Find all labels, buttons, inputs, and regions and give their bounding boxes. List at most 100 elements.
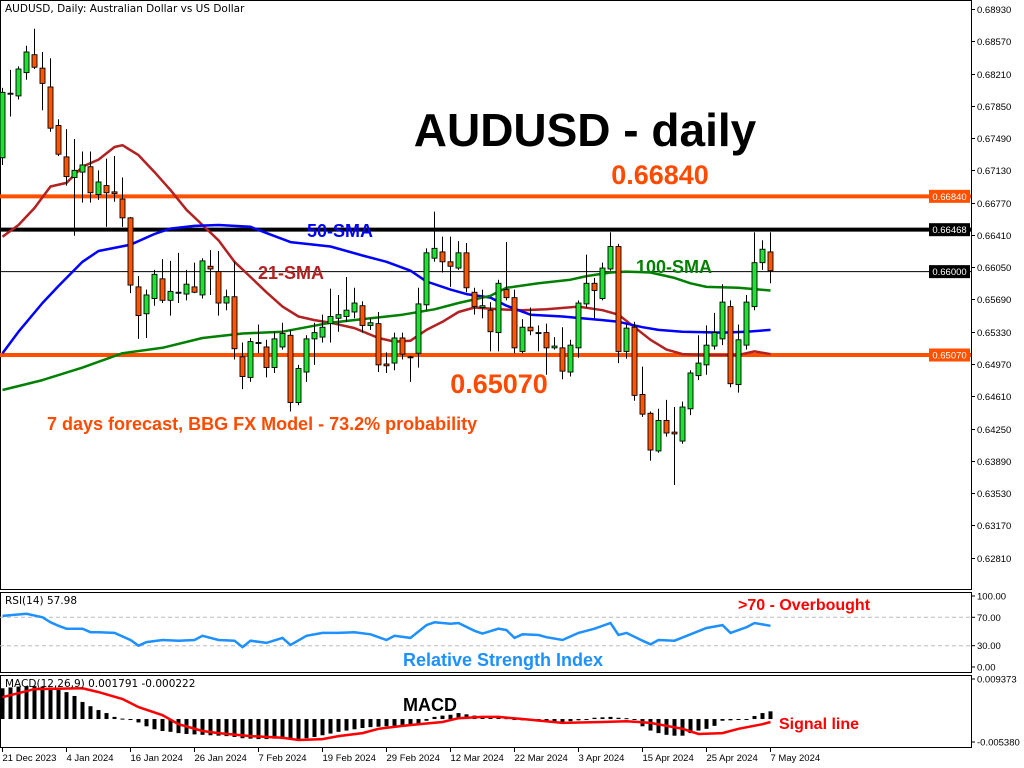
candle-body-bear [55,125,62,155]
candle-body-bull [319,326,326,338]
candle-body-bull [143,294,150,315]
support-annotation: 0.65070 [450,369,548,399]
macd-histogram-bar [64,692,69,720]
macd-histogram-bar [72,695,77,720]
candle [535,325,542,352]
candle [591,277,598,319]
time-tick-label: 29 Feb 2024 [387,753,440,764]
macd-histogram-bar [24,686,29,720]
macd-histogram-bar [600,717,605,720]
macd-histogram-bar [112,716,117,720]
macd-histogram-bar [32,686,37,720]
macd-histogram-bar [648,719,653,731]
candle [79,151,86,203]
candle [751,232,758,311]
time-tick-label: 21 Dec 2023 [3,753,57,764]
price-tick-label: 0.64970 [977,360,1011,371]
candle [311,322,318,365]
candle-body-bear [647,412,654,451]
candle-body-bull [183,283,190,295]
candle-body-bear [407,356,414,359]
time-tick-label: 26 Jan 2024 [195,753,247,764]
candle-body-bull [583,282,590,305]
candle-body-bull [351,302,358,313]
candle [711,312,718,350]
candle-body-bull [279,333,286,348]
macd-histogram-bar [440,715,445,720]
candle-body-bear [287,334,294,403]
macd-histogram-bar [88,706,93,720]
macd-histogram-bar [384,719,389,727]
rsi-tick-label: 70.00 [977,613,1001,624]
price-tick-label: 0.66050 [977,263,1011,274]
candle-body-bear [671,431,678,435]
candle-body-bull [575,302,582,349]
candle [111,155,118,202]
candle [295,364,302,406]
ma-line-50-sma [1,223,771,354]
macd-histogram-bar [224,719,229,737]
candle [735,324,742,393]
candle [439,236,446,273]
price-tick-label: 0.63530 [977,489,1011,500]
candle-body-bear [615,246,622,352]
candle-body-bear [447,261,454,267]
macd-histogram-bar [128,719,133,721]
macd-histogram-bar [712,719,717,726]
candle-body-bull [719,301,726,340]
macd-histogram-bar [192,719,197,735]
main-title-annotation: AUDUSD - daily [414,104,757,156]
candle [527,307,534,336]
candle [727,300,734,388]
candle [335,294,342,332]
macd-histogram-bar [40,686,45,720]
candle [255,324,262,354]
macd-histogram-bar [728,719,733,721]
candle-body-bull [567,344,574,373]
time-axis: 21 Dec 2023 4 Jan 2024 16 Jan 2024 26 Jan 2… [2,748,820,764]
candle [327,288,334,343]
rsi-tick-label: 30.00 [977,641,1001,652]
candle-body-bear [399,337,406,355]
price-tick-label: 0.68570 [977,37,1011,48]
macd-histogram-bar [584,719,589,721]
candle [575,300,582,358]
candle [487,302,494,352]
macd-histogram-bar [720,719,725,721]
candle-body-bull [679,406,686,442]
rsi-tick-label: 0.00 [977,663,996,674]
macd-histogram-bar [168,719,173,732]
candle [223,289,230,311]
macd-histogram-bar [8,687,13,720]
price-tick-label: 0.67850 [977,102,1011,113]
candle-body-bull [79,164,86,173]
candle [399,332,406,360]
candle [287,329,294,412]
candle-body-bear [663,420,670,434]
macd-histogram-bar [288,719,293,740]
macd-tick-label: 0.009373 [977,675,1017,686]
macd-histogram-bar [592,717,597,720]
candle-body-bear [383,363,390,367]
candle [175,252,182,304]
candle [23,45,30,80]
candle-body-bull [759,248,766,264]
candle-body-bull [71,169,78,178]
candle-body-bear [87,166,94,194]
candle [247,337,254,382]
rsi-tick-label: 100.00 [977,592,1006,603]
candle [207,250,214,295]
candle-body-bear [487,309,494,333]
candle-body-bull [343,309,350,317]
candle [463,242,470,293]
macd-header: MACD(12,26,9) 0.001791 -0.000222 [5,678,195,690]
price-tick-label: 0.65690 [977,295,1011,306]
level-price-box [929,223,970,237]
candle-body-bear [471,291,478,308]
candle [231,261,238,360]
candle-body-bear [231,296,238,350]
candle-body-bear [439,251,446,263]
candle-body-bear [375,323,382,366]
candle-body-bull [415,303,422,354]
candle [375,311,382,373]
